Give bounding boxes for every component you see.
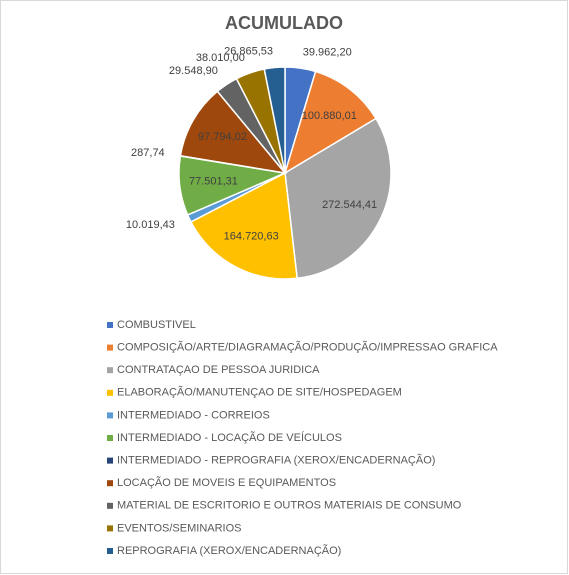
legend-label: INTERMEDIADO - LOCAÇÃO DE VEÍCULOS — [117, 431, 342, 444]
data-label: 29.548,90 — [169, 65, 218, 77]
legend-label: CONTRATAÇAO DE PESSOA JURIDICA — [117, 364, 320, 376]
legend-label: INTERMEDIADO - CORREIOS — [117, 409, 270, 421]
data-label: 26.865,53 — [224, 46, 273, 58]
legend-swatch — [107, 412, 113, 419]
pie-slice — [179, 90, 287, 175]
pie-slice — [263, 66, 286, 174]
legend-label: INTERMEDIADO - REPROGRAFIA (XEROX/ENCADE… — [117, 454, 435, 467]
pie-slice — [284, 117, 392, 280]
legend-swatch — [107, 344, 113, 351]
data-label: 287,74 — [131, 147, 165, 159]
legend-label: EVENTOS/SEMINARIOS — [117, 522, 242, 534]
data-label: 10.019,43 — [126, 219, 175, 231]
legend-swatch — [107, 480, 113, 487]
data-label: 77.501,31 — [189, 176, 238, 188]
legend-swatch — [107, 435, 113, 441]
legend-label: COMBUSTIVEL — [117, 319, 196, 331]
data-label: 164.720,63 — [224, 231, 279, 243]
legend-swatch — [107, 548, 113, 554]
chart-title: ACUMULADO — [225, 13, 343, 33]
legend-swatch — [107, 389, 113, 396]
data-label: 100.880,01 — [302, 110, 357, 122]
pie-slice — [189, 171, 298, 280]
legend-swatch — [107, 502, 113, 509]
legend-swatch — [107, 525, 113, 532]
legend-label: ELABORAÇÃO/MANUTENÇAO DE SITE/HOSPEDAGEM — [117, 386, 402, 399]
data-label: 39.962,20 — [303, 46, 352, 58]
legend-swatch — [107, 367, 113, 374]
pie-slice — [283, 70, 377, 175]
legend-swatch — [107, 322, 113, 328]
legend-swatch — [107, 457, 113, 464]
legend-label: REPROGRAFIA (XEROX/ENCADERNAÇÃO) — [117, 544, 341, 557]
data-label: 97.794,02 — [198, 131, 247, 143]
legend-label: COMPOSIÇÃO/ARTE/DIAGRAMAÇÃO/PRODUÇÃO/IMP… — [117, 341, 498, 354]
legend-label: LOCAÇÃO DE MOVEIS E EQUIPAMENTOS — [117, 476, 336, 489]
data-label: 38.010,00 — [196, 52, 245, 64]
legend-label: MATERIAL DE ESCRITORIO E OUTROS MATERIAI… — [117, 500, 462, 512]
data-label: 272.544,41 — [322, 199, 377, 211]
